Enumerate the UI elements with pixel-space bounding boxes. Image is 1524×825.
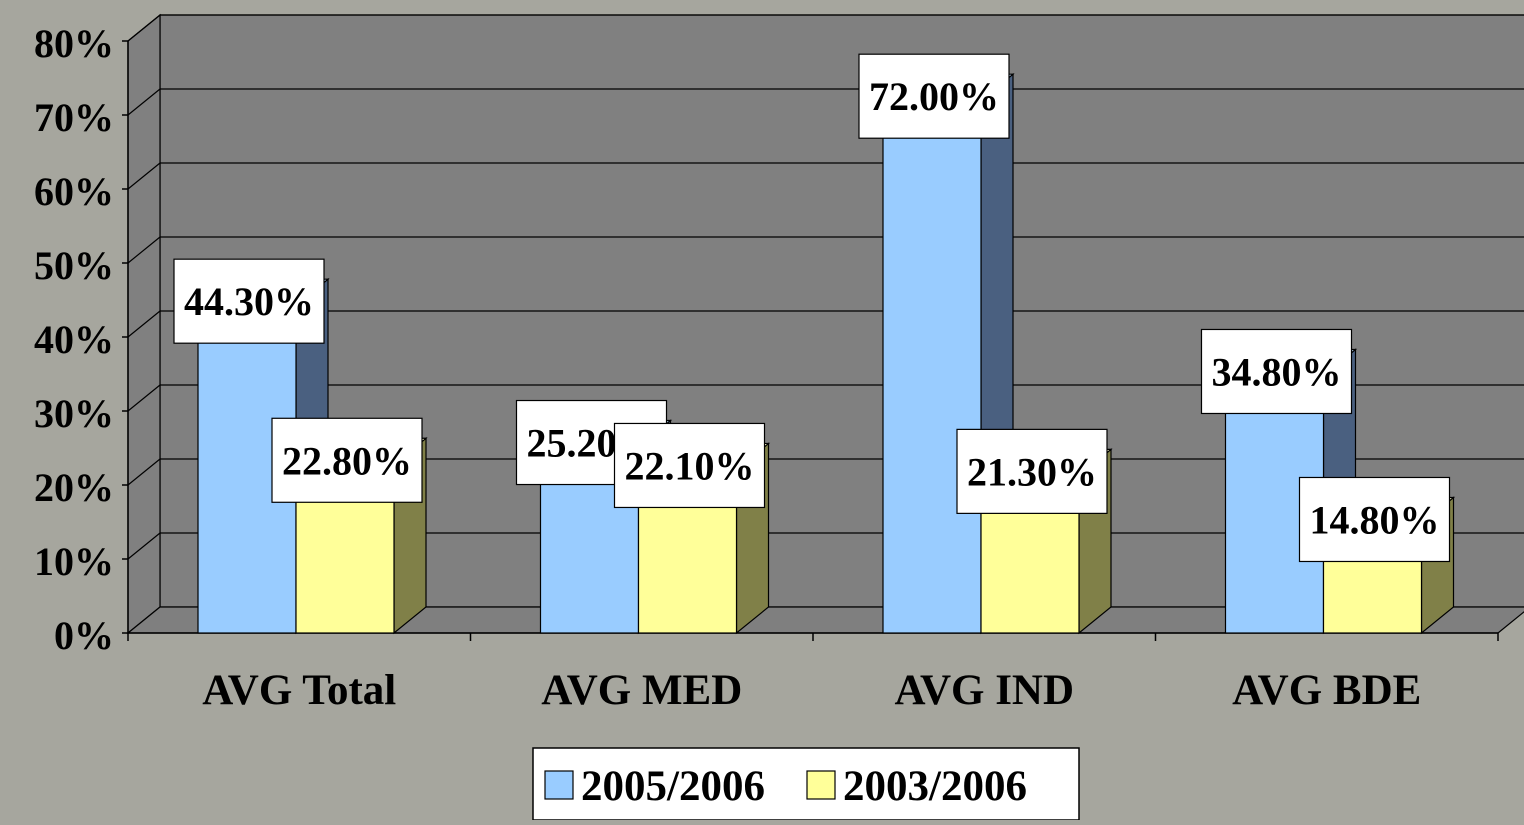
axes: 0% 10% 20% 30% 40% 50% 60% 70% 80% AVG Total AVG M… [34,21,1499,714]
legend: 2005/2006 2003/2006 [532,747,1080,821]
legend-swatch [806,770,836,800]
data-label-box [858,53,1010,139]
data-label: 22.10% [613,422,766,509]
data-label-box [1298,476,1451,563]
data-label: 72.00% [858,53,1010,139]
data-label-box [956,428,1108,514]
data-label-text: 21.30% [967,449,1097,494]
gridline [127,88,1524,116]
x-tick-label: AVG BDE [1232,667,1421,714]
data-label: 44.30% [173,258,325,344]
data-label-text: 22.10% [625,443,755,488]
legend-item: 2005/2006 [544,763,765,810]
legend-swatch [544,770,574,800]
legend-label: 2005/2006 [581,763,765,810]
legend-item: 2003/2006 [806,763,1027,810]
gridline [127,310,1524,338]
data-label: 14.80% [1298,476,1451,563]
x-tick-label: AVG Total [202,667,396,714]
data-label-text: 72.00% [869,74,999,119]
legend-box [532,747,1080,821]
y-tick-label: 60% [34,169,114,214]
gridline [127,384,1524,412]
gridline [127,236,1524,264]
y-tick-label: 20% [34,465,114,510]
x-tick-label: AVG IND [894,667,1074,714]
y-tick-label: 10% [34,539,114,584]
y-tick-label: 70% [34,95,114,140]
data-label-text: 44.30% [184,279,314,324]
data-label: 22.80% [271,417,423,503]
data-label: 21.30% [956,428,1108,514]
y-tick-label: 40% [34,317,114,362]
legend-label: 2003/2006 [843,763,1027,810]
gridline [127,162,1524,190]
data-labels: 44.30%22.80% 25.20%22.10%72.00%21.30%34.8… [173,53,1451,563]
y-tick-label: 50% [34,243,114,288]
data-label-text: 14.80% [1310,497,1440,542]
data-label-box [173,258,325,344]
data-label-box [613,422,766,509]
bar-front [882,99,982,634]
y-tick-label: 0% [54,613,114,658]
y-tick-label: 80% [34,21,114,66]
data-label-text: 22.80% [282,438,412,483]
data-label-box [1200,328,1353,415]
gridline [127,14,1524,42]
y-tick-label: 30% [34,391,114,436]
data-label-text: 34.80% [1212,349,1342,394]
x-tick-label: AVG MED [541,667,742,714]
data-label: 34.80% [1200,328,1353,415]
data-label-box [271,417,423,503]
